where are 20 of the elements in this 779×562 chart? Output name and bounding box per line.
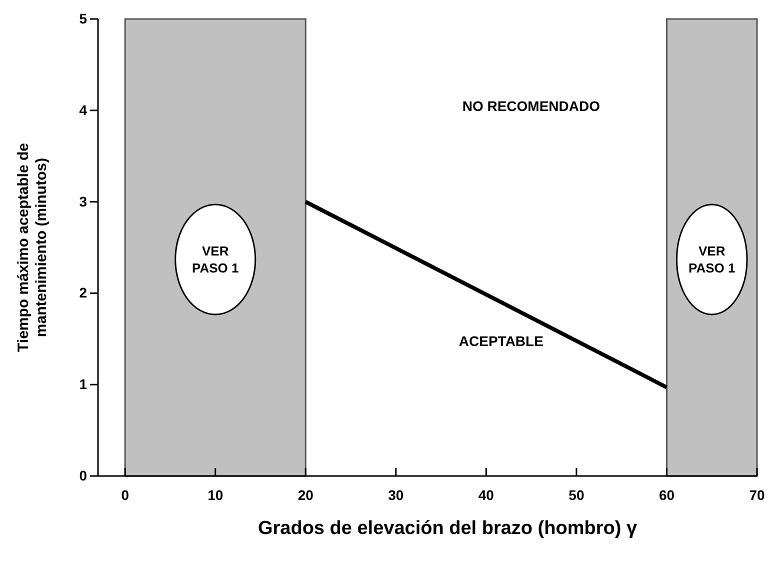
- y-axis-title: Tiempo máximo aceptable de mantenimiento (minutos): [15, 143, 50, 352]
- y-tick-label: 1: [79, 376, 88, 392]
- y-tick-label: 0: [79, 467, 88, 484]
- x-tick-label: 40: [478, 486, 494, 503]
- x-tick-label: 70: [749, 486, 765, 503]
- x-tick-label: 0: [121, 486, 130, 503]
- annotation: NO RECOMENDADO: [462, 98, 600, 114]
- band-label: VER PASO 1: [688, 244, 736, 276]
- y-tick-label: 4: [79, 102, 88, 118]
- y-tick-label: 3: [79, 193, 88, 210]
- x-tick-label: 10: [208, 486, 224, 503]
- y-tick-label: 5: [79, 10, 88, 26]
- x-tick-label: 20: [298, 486, 314, 503]
- x-tick-label: 30: [388, 486, 404, 503]
- x-axis-title: Grados de elevación del brazo (hombro) γ: [258, 518, 638, 539]
- x-tick-label: 50: [568, 486, 584, 503]
- y-tick-label: 2: [79, 284, 88, 301]
- annotation: ACEPTABLE: [458, 333, 544, 349]
- band-label: VER PASO 1: [192, 244, 239, 276]
- x-tick-label: 60: [658, 486, 675, 503]
